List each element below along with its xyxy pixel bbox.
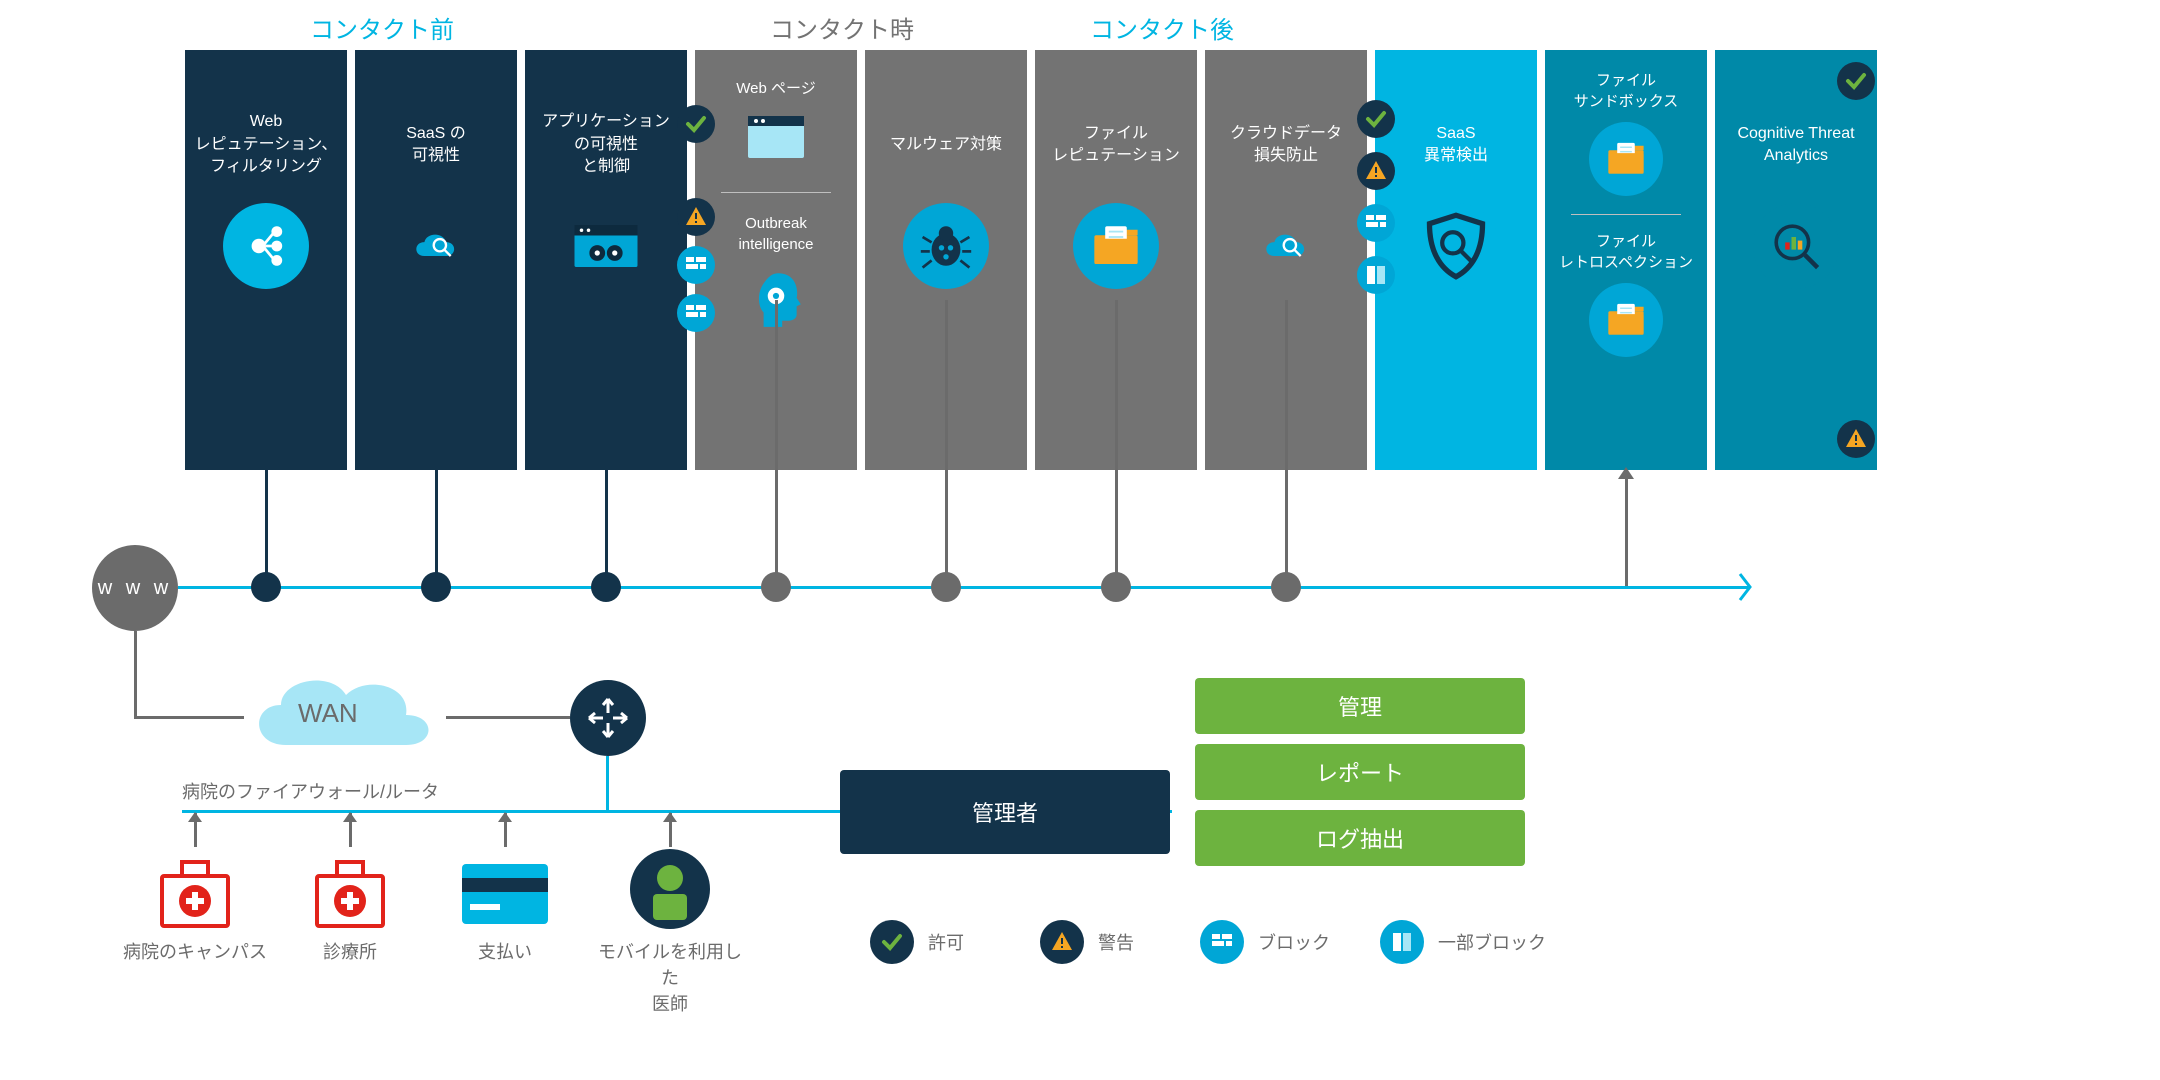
bus-arrow xyxy=(1738,572,1762,602)
endpoint-medkit xyxy=(307,848,393,939)
endpoint-label: 支払い xyxy=(425,938,585,964)
router-down xyxy=(606,756,609,810)
panel-icon xyxy=(393,203,479,289)
warn-badge xyxy=(677,198,715,236)
panel8-sep xyxy=(1571,214,1681,215)
endpoint-label: モバイルを利用した 医師 xyxy=(590,938,750,1016)
panel-title: SaaS の 可視性 xyxy=(406,105,466,185)
panel8-drop xyxy=(1625,470,1628,586)
bus-dot xyxy=(931,572,961,602)
phase-during: コンタクト時 xyxy=(770,10,914,45)
bus-dot xyxy=(591,572,621,602)
window-icon xyxy=(746,111,806,170)
bus-dot xyxy=(761,572,791,602)
panel8-arrow xyxy=(1617,466,1635,485)
endpoint-label: 診療所 xyxy=(270,938,430,964)
panel3-top-title: Web ページ xyxy=(736,78,815,99)
router-icon xyxy=(570,680,646,756)
panel-drop xyxy=(605,300,608,586)
endpoint-arrow xyxy=(342,810,358,828)
admin-box: 管理者 xyxy=(840,770,1170,854)
panel-7: SaaS 異常検出 xyxy=(1375,50,1537,470)
p9-warn xyxy=(1837,420,1875,458)
block-badge xyxy=(677,246,715,284)
panel-title: マルウェア対策 xyxy=(890,105,1002,185)
www-across xyxy=(134,716,244,719)
bus-dot xyxy=(1101,572,1131,602)
panel-title: Cognitive Threat Analytics xyxy=(1737,105,1854,185)
panel8-bot-title: ファイル レトロスペクション xyxy=(1559,231,1693,273)
www-bus xyxy=(178,586,1748,589)
panel-9: Cognitive Threat Analytics xyxy=(1715,50,1877,470)
endpoint-arrow xyxy=(497,810,513,828)
www-node: w w w xyxy=(92,545,178,631)
legend-warn: 警告 xyxy=(1040,920,1134,964)
panel3-bot-title: Outbreak intelligence xyxy=(738,213,813,255)
action-manage[interactable]: 管理 xyxy=(1195,678,1525,734)
block-badge-2 xyxy=(677,294,715,332)
p7-badge-partial xyxy=(1357,256,1395,294)
p7-badge-check xyxy=(1357,100,1395,138)
phase-after: コンタクト後 xyxy=(1090,10,1234,45)
p9-check xyxy=(1837,62,1875,100)
legend-partial: 一部ブロック xyxy=(1380,920,1546,964)
panel-drop xyxy=(435,300,438,586)
action-report[interactable]: レポート xyxy=(1195,744,1525,800)
bus-dot xyxy=(1271,572,1301,602)
phase-before: コンタクト前 xyxy=(310,10,454,45)
panel-icon xyxy=(1413,203,1499,289)
p7-badge-block xyxy=(1357,204,1395,242)
panel-icon xyxy=(903,203,989,289)
panel3-sep xyxy=(721,192,831,193)
firewall-label: 病院のファイアウォール/ルータ xyxy=(182,778,439,804)
panel-title: Web レピュテーション、 フィルタリング xyxy=(195,105,338,185)
www-down xyxy=(134,631,137,716)
endpoint-arrow xyxy=(187,810,203,828)
bus-dot xyxy=(251,572,281,602)
panel-8: ファイル サンドボックス ファイル レトロスペクション xyxy=(1545,50,1707,470)
panel-drop xyxy=(775,300,778,586)
panel-icon xyxy=(1753,203,1839,289)
endpoint-medkit xyxy=(152,848,238,939)
folder-icon-2 xyxy=(1589,283,1663,357)
panel-icon xyxy=(1073,203,1159,289)
panel-drop xyxy=(945,300,948,586)
action-log[interactable]: ログ抽出 xyxy=(1195,810,1525,866)
endpoint-person xyxy=(627,846,713,937)
legend-block: ブロック xyxy=(1200,920,1330,964)
panel-icon xyxy=(223,203,309,289)
endpoint-arrow xyxy=(662,810,678,828)
wan-to-router xyxy=(446,716,570,719)
panel-title: ファイル レピュテーション xyxy=(1052,105,1180,185)
panel-drop xyxy=(1115,300,1118,586)
allow-badge xyxy=(677,105,715,143)
panel-drop xyxy=(1285,300,1288,586)
bus-dot xyxy=(421,572,451,602)
panel-title: SaaS 異常検出 xyxy=(1424,105,1488,185)
endpoint-label: 病院のキャンパス xyxy=(115,938,275,964)
panel-drop xyxy=(265,300,268,586)
wan-label: WAN xyxy=(298,698,358,729)
endpoint-card xyxy=(460,862,550,931)
panel-icon xyxy=(563,203,649,289)
panel-icon xyxy=(1243,203,1329,289)
panel-title: クラウドデータ 損失防止 xyxy=(1230,105,1342,185)
panel-title: アプリケーション の可視性 と制御 xyxy=(542,105,670,185)
p7-badge-warn xyxy=(1357,152,1395,190)
legend-allow: 許可 xyxy=(870,920,964,964)
folder-icon-1 xyxy=(1589,122,1663,196)
panel8-top-title: ファイル サンドボックス xyxy=(1574,70,1679,112)
